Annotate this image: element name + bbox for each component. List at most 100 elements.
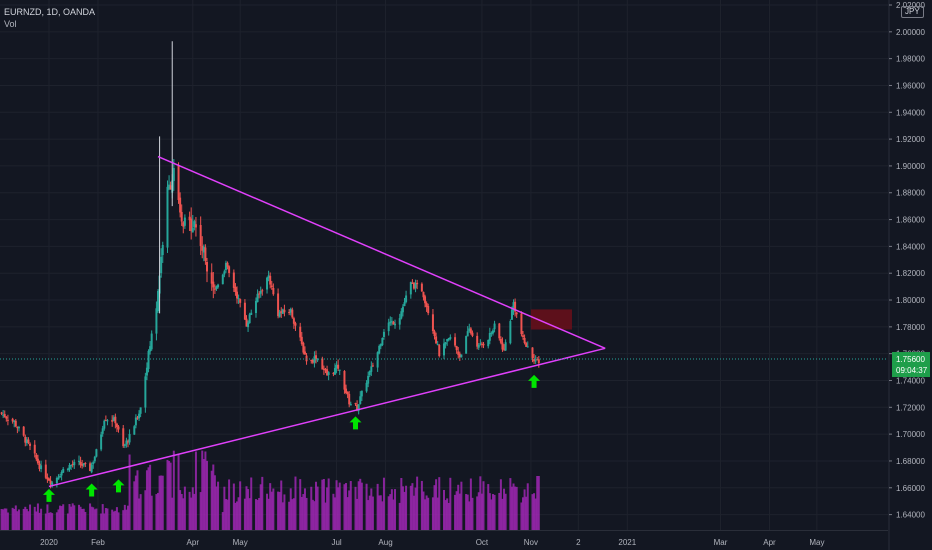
candle-body xyxy=(288,311,291,313)
candle-body xyxy=(212,281,215,288)
volume-bar xyxy=(412,495,415,530)
volume-bar xyxy=(272,488,275,530)
candle-body xyxy=(33,444,36,454)
candle-body xyxy=(277,293,280,317)
volume-bar xyxy=(335,480,338,530)
candle-body xyxy=(292,318,295,324)
candle-body xyxy=(101,428,104,434)
candle-body xyxy=(299,326,302,338)
candle-body xyxy=(465,336,468,354)
candle-body xyxy=(144,376,147,408)
volume-bar xyxy=(354,486,357,530)
candle-body xyxy=(133,426,136,435)
volume-bar xyxy=(179,490,182,530)
candle-body xyxy=(343,371,346,390)
candle-body xyxy=(11,418,14,422)
volume-bar xyxy=(90,506,93,530)
volume-bar xyxy=(183,486,186,530)
volume-bar xyxy=(172,450,175,530)
candle-body xyxy=(215,286,218,289)
candle-body xyxy=(504,342,507,351)
trendline xyxy=(48,347,606,488)
volume-bar xyxy=(368,495,371,530)
time-tick-label: Jul xyxy=(331,538,341,547)
candle-body xyxy=(348,393,351,405)
candle-body xyxy=(267,275,270,279)
up-arrow-icon xyxy=(349,416,362,430)
candle-body xyxy=(205,262,208,272)
price-tick-label: 1.86000 xyxy=(896,216,925,225)
volume-bar xyxy=(256,499,259,530)
volume-bar xyxy=(422,491,425,530)
volume-bar xyxy=(134,475,137,530)
candle-body xyxy=(270,285,273,288)
candle-body xyxy=(112,417,115,421)
volume-bar xyxy=(333,497,336,530)
volume-bar xyxy=(477,492,480,530)
volume-bar xyxy=(278,491,281,530)
candle-body xyxy=(139,407,142,414)
candle-body xyxy=(245,318,248,327)
candle-body xyxy=(435,336,438,344)
volume-bar xyxy=(482,481,485,530)
volume-bar xyxy=(68,504,71,530)
candle-body xyxy=(392,321,395,325)
candle-body xyxy=(401,306,404,313)
up-arrow-icon xyxy=(528,374,541,388)
volume-bar xyxy=(322,478,325,530)
candle-body xyxy=(460,354,463,358)
volume-bar xyxy=(479,476,482,530)
candle-body xyxy=(150,333,153,350)
volume-bar xyxy=(59,505,62,530)
volume-bar xyxy=(488,493,491,530)
candle-body xyxy=(412,282,415,289)
volume-bar xyxy=(261,476,264,530)
candle-body xyxy=(311,359,314,363)
candle-body xyxy=(182,222,185,227)
candles xyxy=(0,41,540,489)
volume-bar xyxy=(3,508,6,530)
volume-bar xyxy=(6,512,9,530)
volume-bar xyxy=(199,492,202,530)
candle-body xyxy=(534,360,537,362)
candle-body xyxy=(106,420,109,422)
volume-bar xyxy=(237,497,240,530)
time-tick-label: Oct xyxy=(476,538,489,547)
currency-button[interactable]: JPY xyxy=(901,6,924,18)
volume-bar xyxy=(166,459,169,530)
volume-bar xyxy=(416,476,419,530)
candle-body xyxy=(147,350,150,370)
candle-body xyxy=(400,311,403,319)
volume-bar xyxy=(123,504,126,530)
candle-body xyxy=(394,323,397,326)
volume-bar xyxy=(370,488,373,530)
candle-body xyxy=(183,217,186,226)
candle-body xyxy=(57,477,60,480)
candle-body xyxy=(338,369,341,371)
volume-bar xyxy=(168,461,171,530)
volume-indicator-label[interactable]: Vol xyxy=(4,19,17,29)
volume-bar xyxy=(126,505,129,530)
volume-bar xyxy=(360,482,363,530)
candle-body xyxy=(92,462,95,464)
volume-bar xyxy=(224,499,227,530)
candle-body xyxy=(382,331,385,338)
candle-body xyxy=(294,323,297,326)
volume-bar xyxy=(288,501,291,530)
volume-bar xyxy=(378,495,381,530)
volume-bar xyxy=(55,512,58,530)
volume-bar xyxy=(398,502,401,530)
volume-bar xyxy=(193,493,196,530)
volume-bar xyxy=(504,493,507,530)
price-tick-label: 1.72000 xyxy=(896,403,925,412)
volume-bar xyxy=(188,491,191,530)
volume-bar xyxy=(46,504,49,530)
price-tick-label: 1.74000 xyxy=(896,376,925,385)
volume-bar xyxy=(449,477,452,530)
symbol-label[interactable]: EURNZD, 1D, OANDA xyxy=(4,7,96,17)
volume-bar xyxy=(460,481,463,530)
volume-bar xyxy=(245,486,248,530)
volume-bar xyxy=(62,504,65,530)
candle-body xyxy=(243,302,246,320)
